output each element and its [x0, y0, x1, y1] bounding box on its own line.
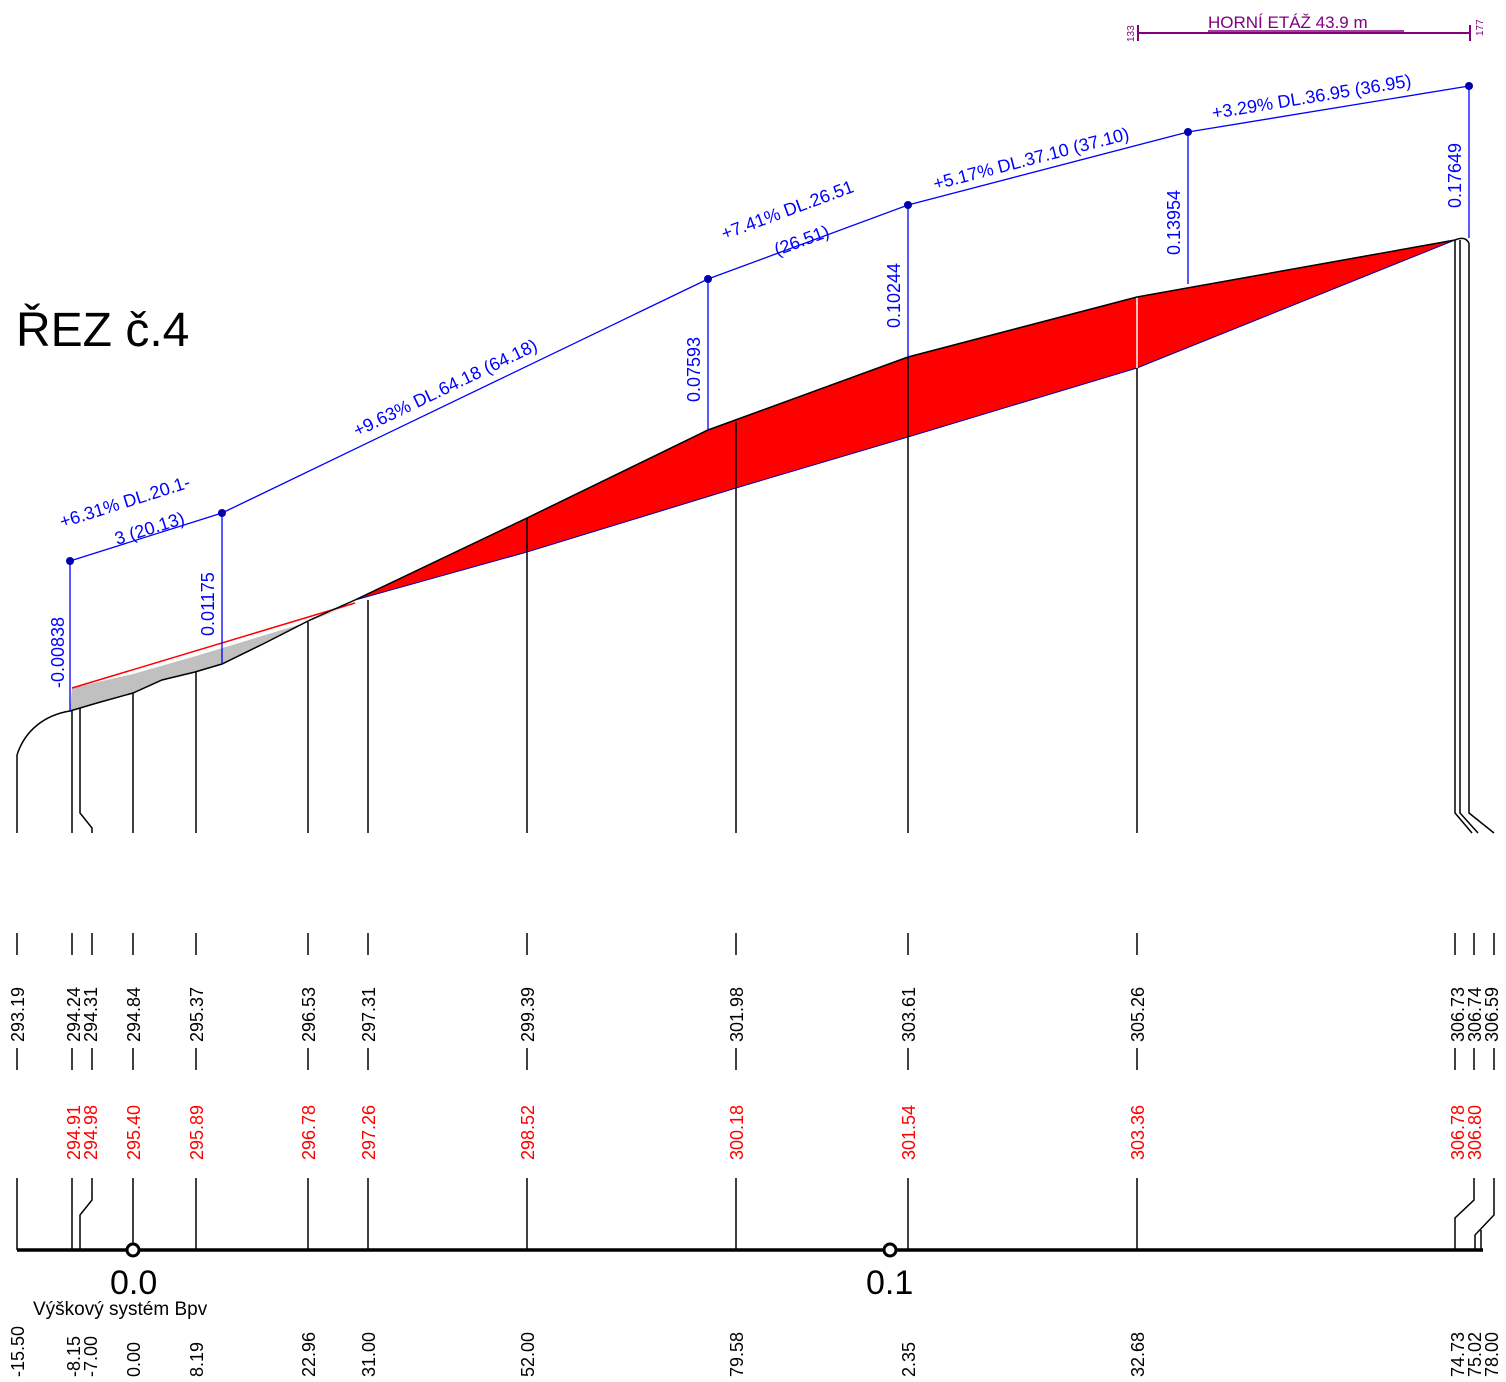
fill-area: [355, 240, 1455, 600]
design-elevation: 298.52: [518, 1105, 538, 1160]
design-elevation: 296.78: [299, 1105, 319, 1160]
grade-line: [66, 82, 1473, 711]
terrain-line: [16, 237, 1470, 756]
stationing-label: -8.15: [64, 1336, 84, 1377]
break-label-6: 0.17649: [1445, 143, 1465, 208]
terrain-elevation: 295.37: [187, 987, 207, 1042]
km-marker-0: [125, 1242, 141, 1258]
etage-dimension: HORNÍ ETÁŽ 43.9 m 133 177: [1126, 13, 1486, 42]
break-label-3: 0.07593: [684, 337, 704, 402]
design-elevation: 297.26: [359, 1105, 379, 1160]
terrain-elevation: 294.84: [124, 987, 144, 1042]
design-elevation-row: 294.91 294.98 295.40 295.89 296.78 297.2…: [64, 1105, 1485, 1160]
design-elevation: 294.91: [64, 1105, 84, 1160]
stationing-label: 74.73: [1448, 1332, 1468, 1377]
stationing-label: -15.50: [8, 1326, 28, 1377]
terrain-elevation: 297.31: [359, 987, 379, 1042]
terrain-elevation: 301.98: [727, 987, 747, 1042]
break-label-5: 0.13954: [1164, 190, 1184, 255]
terrain-elevation: 305.26: [1128, 987, 1148, 1042]
etage-start-label: 133: [1126, 25, 1137, 42]
grade-label-3-line2: (26.51): [771, 221, 831, 260]
stationing-label: 52.00: [518, 1332, 538, 1377]
design-elevation: 301.54: [899, 1105, 919, 1160]
terrain-elevation: 294.31: [81, 987, 101, 1042]
km-label-1: 0.1: [866, 1264, 913, 1302]
stationing-label: 79.58: [727, 1332, 747, 1377]
section-title: ŘEZ č.4: [16, 304, 189, 357]
terrain-ticks: [16, 933, 1495, 1070]
stationing-label: 32.68: [1128, 1332, 1148, 1377]
stationing-label: 8.19: [187, 1342, 207, 1377]
break-label-2: 0.01175: [198, 572, 218, 636]
grade-label-2: +9.63% DL.64.18 (64.18): [350, 335, 540, 440]
stationing-label: 78.00: [1482, 1332, 1502, 1377]
break-label-1: -0.00838: [48, 617, 68, 688]
stationing-label: 22.96: [299, 1332, 319, 1377]
terrain-elevation: 306.73: [1448, 987, 1468, 1042]
terrain-elevation: 299.39: [518, 987, 538, 1042]
terrain-elevation: 303.61: [899, 987, 919, 1042]
grade-label-4: +5.17% DL.37.10 (37.10): [931, 124, 1131, 194]
stationing-label: 31.00: [359, 1332, 379, 1377]
break-label-4: 0.10244: [884, 263, 904, 328]
design-elevation: 294.98: [81, 1105, 101, 1160]
stationing-label: 0.00: [124, 1342, 144, 1377]
design-elevation: 300.18: [727, 1105, 747, 1160]
terrain-elevation: 294.24: [64, 987, 84, 1042]
stationing-label: 75.02: [1465, 1332, 1485, 1377]
grade-label-3-line1: +7.41% DL.26.51: [718, 177, 856, 244]
etage-label: HORNÍ ETÁŽ 43.9 m: [1208, 13, 1368, 32]
grade-label-5: +3.29% DL.36.95 (36.95): [1210, 71, 1412, 123]
terrain-elevation: 296.53: [299, 987, 319, 1042]
cut-design-edge: [71, 602, 356, 689]
design-elevation: 306.78: [1448, 1105, 1468, 1160]
station-lines: [16, 240, 1495, 834]
terrain-elevation: 293.19: [8, 987, 28, 1042]
terrain-elevation: 306.74: [1465, 987, 1485, 1042]
terrain-elevation-row: 293.19 294.24 294.31 294.84 295.37 296.5…: [8, 987, 1502, 1042]
stationing-row: -15.50 -8.15 -7.00 0.00 8.19 22.96 31.00…: [8, 1326, 1502, 1377]
grade-label-1-line2: 3 (20.13): [112, 508, 187, 549]
fill-design-edge: [354, 239, 1456, 601]
axis-station-lines: [16, 1178, 1495, 1250]
km-label-0: 0.0: [110, 1264, 157, 1302]
etage-end-label: 177: [1475, 19, 1486, 36]
km-marker-1: [882, 1242, 898, 1258]
design-elevation: 306.80: [1465, 1105, 1485, 1160]
design-elevation: 303.36: [1128, 1105, 1148, 1160]
cut-area: [70, 603, 355, 711]
stationing-label: 2.35: [899, 1342, 919, 1377]
height-system-label: Výškový systém Bpv: [33, 1299, 208, 1320]
stationing-label: -7.00: [81, 1336, 101, 1377]
design-elevation: 295.40: [124, 1105, 144, 1160]
terrain-elevation: 306.59: [1482, 987, 1502, 1042]
design-elevation: 295.89: [187, 1105, 207, 1160]
